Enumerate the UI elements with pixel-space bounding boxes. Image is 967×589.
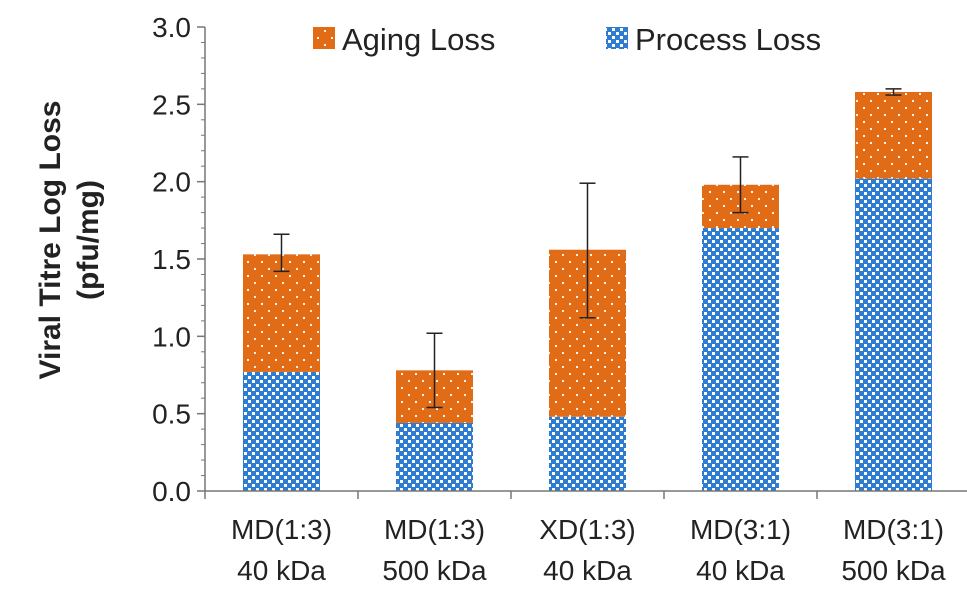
plot-area <box>243 91 932 492</box>
legend-swatch-process-loss <box>606 27 628 49</box>
y-axis-title-line-1: Viral Titre Log Loss <box>34 101 67 380</box>
bar-process-loss <box>396 422 473 491</box>
error-bars <box>273 88 902 409</box>
bar-process-loss <box>549 416 626 491</box>
x-tick-label: MD(1:3) <box>231 514 332 545</box>
bar-process-loss <box>855 178 932 491</box>
x-tick-label: XD(1:3) <box>539 514 635 545</box>
x-tick-label: MD(1:3) <box>384 514 485 545</box>
y-tick-label: 2.5 <box>152 89 191 120</box>
x-tick-label: 500 kDa <box>382 555 487 586</box>
x-tick-label: MD(3:1) <box>843 514 944 545</box>
y-tick-label: 2.0 <box>152 167 191 198</box>
y-tick-label: 3.0 <box>152 12 191 43</box>
x-tick-label: 40 kDa <box>696 555 785 586</box>
bar-process-loss <box>702 228 779 492</box>
x-tick-label: MD(3:1) <box>690 514 791 545</box>
bar-aging-loss <box>855 91 932 179</box>
bar-process-loss <box>243 371 320 491</box>
y-tick-label: 1.0 <box>152 321 191 352</box>
legend-item-aging-loss: Aging Loss <box>313 22 495 57</box>
legend: Aging Loss Process Loss <box>313 22 821 57</box>
y-tick-label: 1.5 <box>152 244 191 275</box>
x-tick-label: 40 kDa <box>237 555 326 586</box>
legend-item-process-loss: Process Loss <box>606 22 821 57</box>
y-axis-title-line-2: (pfu/mg) <box>72 180 105 300</box>
y-tick-label: 0.0 <box>152 476 191 507</box>
x-tick-label: 500 kDa <box>841 555 946 586</box>
legend-label-aging-loss: Aging Loss <box>342 22 495 57</box>
x-axis: MD(1:3) 40 kDa MD(1:3) 500 kDa XD(1:3) 40 kDa… <box>204 490 967 586</box>
bar-aging-loss <box>243 254 320 372</box>
y-axis-title: Viral Titre Log Loss (pfu/mg) <box>34 101 105 380</box>
y-tick-label: 0.5 <box>152 399 191 430</box>
y-axis: 0.0 0.5 1.0 1.5 2.0 2.5 3.0 <box>152 12 206 507</box>
legend-swatch-aging-loss <box>313 27 335 49</box>
x-tick-label: 40 kDa <box>543 555 632 586</box>
legend-label-process-loss: Process Loss <box>635 22 821 57</box>
